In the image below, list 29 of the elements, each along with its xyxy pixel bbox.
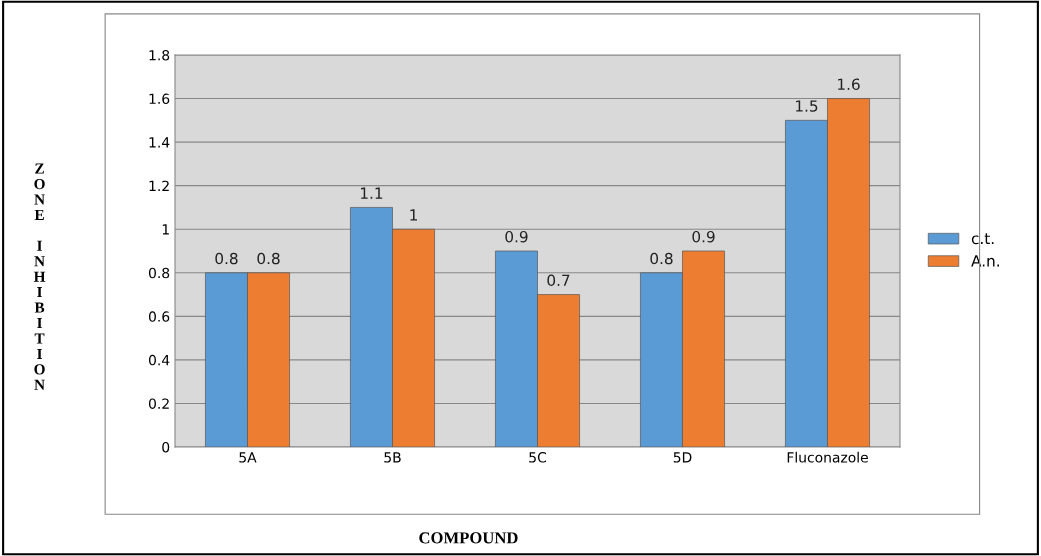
data-label: 0.7	[547, 274, 570, 287]
data-label: 0.8	[650, 252, 673, 265]
y-tick-label: 1.2	[149, 180, 169, 191]
legend-label: A.n.	[971, 255, 999, 267]
y-tick-label: 1	[162, 224, 169, 235]
y-tick-label: 0.4	[148, 354, 170, 366]
data-label: 0.9	[692, 230, 715, 243]
x-tick-label: 5D	[673, 452, 692, 463]
y-tick-label: 1.6	[149, 93, 170, 105]
data-label: 0.8	[257, 252, 280, 265]
x-tick-label: 5B	[384, 452, 401, 463]
y-tick-label: 0	[162, 441, 170, 453]
y-tick-label: 1.4	[149, 137, 170, 148]
data-label: 1.6	[838, 78, 860, 91]
text: ZONE INHIBITION	[33, 163, 46, 390]
x-tick-label: Fluconazole	[787, 451, 868, 463]
y-tick-label: 0.8	[148, 267, 170, 279]
x-tick-label: 5A	[239, 452, 257, 463]
x-axis-title: COMPOUND	[419, 532, 518, 544]
data-label: 0.9	[505, 230, 528, 243]
legend-label: c.t.	[971, 233, 994, 245]
y-tick-label: 0.6	[148, 311, 170, 322]
y-tick-label: 0.2	[148, 398, 169, 409]
data-label: 0.8	[215, 252, 238, 265]
data-label: 1.1	[361, 187, 383, 199]
data-label: 1	[410, 209, 417, 221]
x-tick-label: 5C	[529, 452, 547, 463]
y-tick-label: 1.8	[149, 49, 170, 61]
data-label: 1.5	[796, 100, 818, 112]
